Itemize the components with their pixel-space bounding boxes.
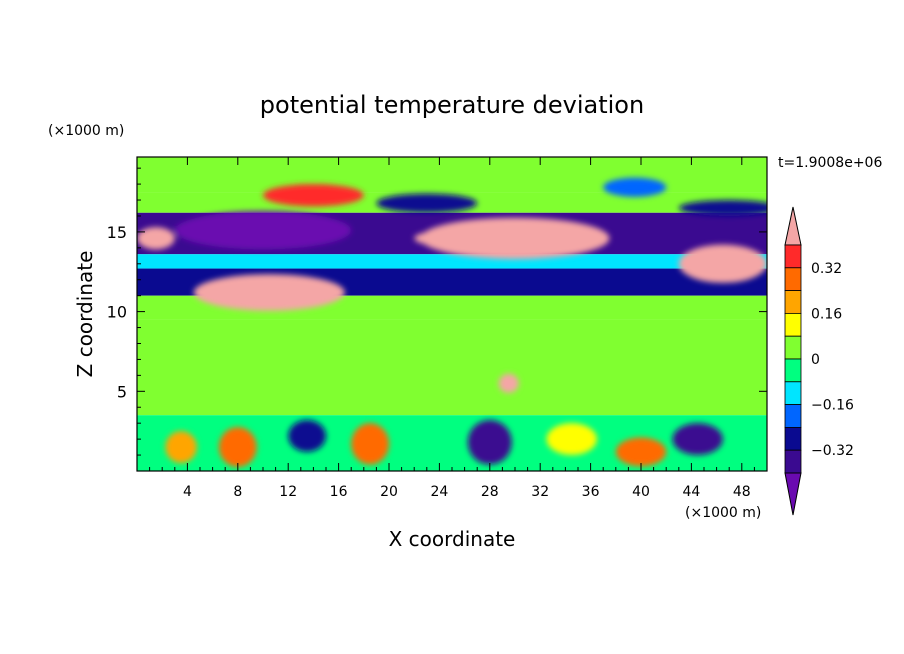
colorbar-bottom-arrow	[784, 472, 802, 516]
contour-patch	[678, 244, 767, 283]
contour-patches	[137, 177, 767, 468]
colorbar-segment	[784, 381, 802, 405]
contour-patch	[288, 419, 326, 452]
contour-patch	[546, 423, 597, 456]
colorbar-top-arrow	[784, 206, 802, 246]
value-band	[137, 254, 767, 269]
contour-patch	[351, 423, 389, 465]
x-axis-label: X coordinate	[389, 527, 516, 551]
x-tick-label: 44	[682, 484, 700, 500]
colorbar-tick-label: 0.16	[811, 306, 842, 322]
contour-patch	[263, 184, 364, 207]
y-axis-ticks: 5 10 15	[107, 167, 767, 456]
contour-patch	[467, 419, 512, 465]
colorbar-segment	[784, 426, 802, 451]
colorbar-tick-label: 0	[811, 352, 820, 368]
colorbar-segment	[784, 358, 802, 383]
contour-patch	[218, 427, 257, 468]
value-band	[137, 319, 767, 416]
x-tick-label: 28	[481, 484, 499, 500]
y-tick-label: 5	[117, 382, 127, 401]
x-tick-label: 16	[330, 484, 348, 500]
x-axis-unit: (×1000 m)	[685, 505, 761, 521]
contour-patch	[193, 274, 345, 311]
colorbar: 0.32 0.16 0 −0.16 −0.32	[784, 206, 854, 516]
y-tick-label: 15	[107, 223, 127, 242]
contour-patch	[498, 373, 519, 393]
contour-patch	[137, 227, 175, 250]
y-axis-unit: (×1000 m)	[48, 123, 124, 139]
contour-patch	[376, 193, 478, 213]
colorbar-segment	[784, 404, 802, 428]
x-axis-ticks: 4 8 12 16 20 24 28 32 36 40 44 48	[149, 157, 755, 500]
x-tick-label: 36	[582, 484, 600, 500]
y-tick-label: 10	[107, 303, 127, 322]
colorbar-segment	[784, 312, 802, 337]
x-tick-label: 12	[279, 484, 297, 500]
contour-patch	[678, 200, 767, 216]
contour-patch	[174, 211, 352, 250]
contour-patch	[615, 437, 667, 467]
x-tick-label: 8	[233, 484, 242, 500]
contour-patch	[603, 177, 667, 197]
contour-patch	[165, 431, 197, 464]
colorbar-tick-label: 0.32	[811, 261, 842, 277]
value-band	[137, 157, 767, 193]
contour-patch	[414, 228, 515, 248]
contour-patch	[672, 423, 723, 456]
y-axis-label: Z coordinate	[73, 251, 97, 378]
colorbar-segment	[784, 267, 802, 291]
colorbar-tick-label: −0.32	[811, 443, 854, 459]
x-tick-label: 48	[733, 484, 751, 500]
x-tick-label: 4	[183, 484, 192, 500]
x-tick-label: 24	[430, 484, 448, 500]
colorbar-tick-label: −0.16	[811, 398, 854, 414]
time-label: t=1.9008e+06	[778, 155, 882, 171]
chart-title: potential temperature deviation	[260, 91, 644, 119]
plot-area	[137, 157, 767, 471]
colorbar-segment	[784, 449, 802, 474]
x-tick-label: 40	[632, 484, 650, 500]
x-tick-label: 20	[380, 484, 398, 500]
colorbar-segment	[784, 335, 802, 360]
colorbar-segment	[784, 244, 802, 269]
colorbar-segment	[784, 290, 802, 314]
x-tick-label: 32	[531, 484, 549, 500]
